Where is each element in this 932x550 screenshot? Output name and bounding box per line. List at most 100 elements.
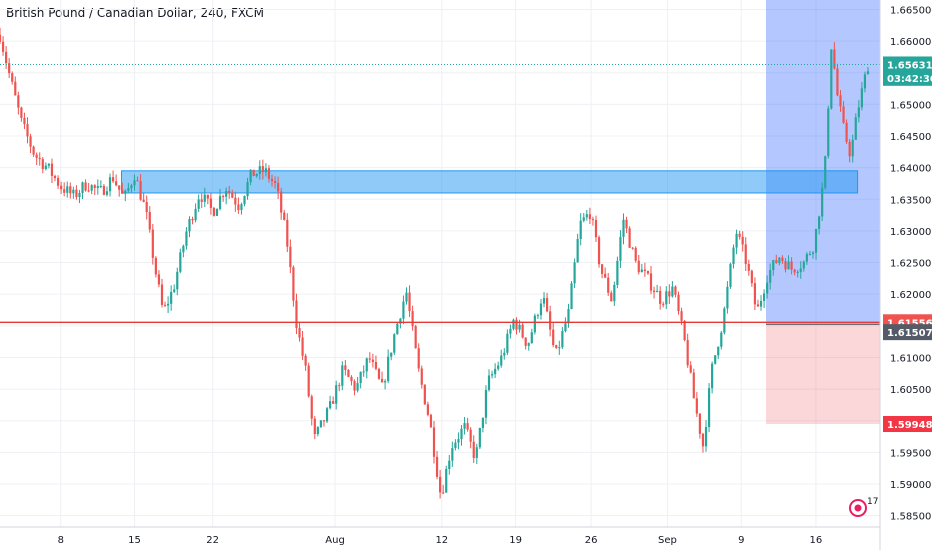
candle-body (555, 345, 558, 349)
candle-body (194, 208, 197, 221)
y-tick-label-3: 1.65000 (890, 100, 931, 111)
candle-body (38, 157, 41, 160)
candle-body (304, 355, 307, 366)
candle-body (136, 180, 139, 182)
candle-body (191, 218, 194, 221)
x-tick-label-4: 12 (435, 535, 448, 546)
candle-body (775, 260, 778, 264)
candle-body (393, 334, 396, 353)
candle-body (108, 177, 112, 192)
candle-body (793, 269, 796, 273)
candle-body (53, 175, 57, 179)
candle-body (350, 376, 353, 382)
candle-body (821, 187, 824, 217)
candle-body (539, 303, 543, 316)
horizontal-lines (0, 63, 880, 325)
candle-body (8, 63, 11, 74)
x-tick-label-6: 26 (585, 535, 598, 546)
candle-body (830, 49, 833, 109)
candle-body (1, 41, 5, 52)
candle-body (796, 272, 799, 274)
target-zone (766, 0, 880, 323)
candle-body (805, 254, 808, 262)
candle-body (295, 300, 298, 328)
candle-body (246, 182, 249, 197)
candle-body (87, 190, 90, 192)
candle-body (469, 429, 472, 442)
candle-body (750, 270, 753, 284)
candle-body (258, 166, 261, 174)
candle-body (579, 220, 582, 239)
candle-body (753, 283, 757, 305)
candle-body (442, 492, 445, 494)
candle-body (827, 108, 830, 157)
price-axis[interactable]: 1.665001.660001.655001.650001.645001.640… (879, 0, 932, 550)
candle-body (154, 257, 157, 275)
candle-body (772, 260, 775, 271)
candle-body (280, 191, 283, 213)
candle-body (399, 318, 402, 324)
candle-body (405, 292, 408, 302)
candle-body (66, 186, 69, 193)
candle-body (619, 236, 622, 261)
candle-body (527, 343, 530, 346)
candle-body (714, 355, 717, 364)
candle-body (460, 428, 463, 440)
resistance-zone (121, 170, 859, 194)
candle-body (206, 194, 209, 199)
candle-body (845, 122, 848, 142)
candle-body (656, 290, 659, 293)
candle-body (851, 139, 854, 157)
candle-body (671, 286, 674, 297)
candle-body (854, 117, 857, 140)
candle-body (234, 197, 237, 205)
candle-body (686, 340, 689, 366)
candle-body (552, 329, 555, 346)
candle-body (628, 228, 631, 248)
candle-body (689, 365, 692, 373)
candle-body (836, 68, 839, 96)
candle-body (591, 219, 595, 221)
candle-body (665, 291, 668, 305)
candle-body (741, 236, 744, 245)
candle-body (231, 192, 234, 198)
time-axis[interactable]: 8 15 22 Aug 12 19 26 Sep 9 16 (0, 526, 880, 546)
candle-body (50, 163, 54, 176)
candle-body (5, 51, 8, 64)
candle-body (319, 420, 323, 428)
candle-body (808, 253, 812, 255)
candle-body (84, 182, 87, 191)
candle-body (63, 189, 66, 193)
candle-body (738, 233, 741, 237)
candle-body (344, 365, 347, 370)
candle-body (549, 311, 552, 330)
candle-body (649, 273, 653, 291)
candle-body (0, 34, 2, 42)
candle-body (811, 252, 815, 254)
indicator-badge[interactable]: 17 (849, 497, 878, 517)
candle-body (717, 346, 720, 356)
candle-body (313, 418, 316, 435)
candle-body (720, 332, 723, 347)
candle-body (445, 468, 448, 493)
candle-body (289, 246, 292, 268)
candle-body (824, 156, 827, 188)
candle-body (267, 168, 271, 179)
candle-body (347, 369, 350, 377)
candle-body (784, 261, 787, 270)
candle-body (47, 163, 51, 166)
candle-body (833, 49, 836, 69)
y-tick-label-14: 1.59500 (890, 448, 931, 459)
candle-body (567, 309, 570, 324)
candle-body (646, 271, 650, 274)
candle-body (228, 190, 231, 193)
candle-body (790, 261, 793, 270)
candle-body (105, 191, 109, 195)
y-tick-label-1: 1.66000 (890, 37, 931, 48)
candle-body (371, 359, 374, 363)
candle-body (368, 358, 371, 360)
candle-body (44, 165, 47, 169)
candle-body (478, 427, 481, 448)
candle-body (631, 247, 634, 249)
